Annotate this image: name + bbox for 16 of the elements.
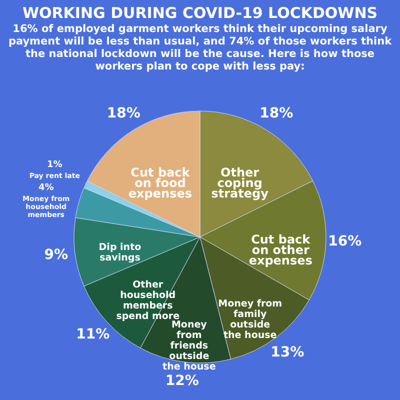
- data-label: 18%: [106, 106, 140, 122]
- slice-label: Cut back on food expenses: [128, 166, 192, 201]
- data-label: 13%: [270, 344, 304, 361]
- slice-label: Cut back on other expenses: [248, 232, 312, 268]
- data-label: 11%: [76, 326, 110, 343]
- data-label: 4%: [38, 183, 54, 194]
- data-label: 1%: [47, 160, 62, 170]
- data-label: 16%: [328, 233, 362, 250]
- chart-subtitle: 16% of employed garment workers think their upcoming salary payment will be less than usual, and 74% of those workers think the national lockdown will be the cause. Here is how those workers plan to cope with less pay:: [8, 23, 393, 72]
- slice-label: Money from friends outside the house: [162, 320, 216, 373]
- slice-label: Other coping strategy: [211, 166, 269, 201]
- chart-title: WORKING DURING COVID-19 LOCKDOWNS: [22, 4, 378, 22]
- data-label: 9%: [44, 246, 68, 263]
- data-label: 18%: [260, 106, 294, 122]
- slice-label: Dip into savings: [98, 242, 142, 264]
- data-label: 12%: [165, 372, 199, 389]
